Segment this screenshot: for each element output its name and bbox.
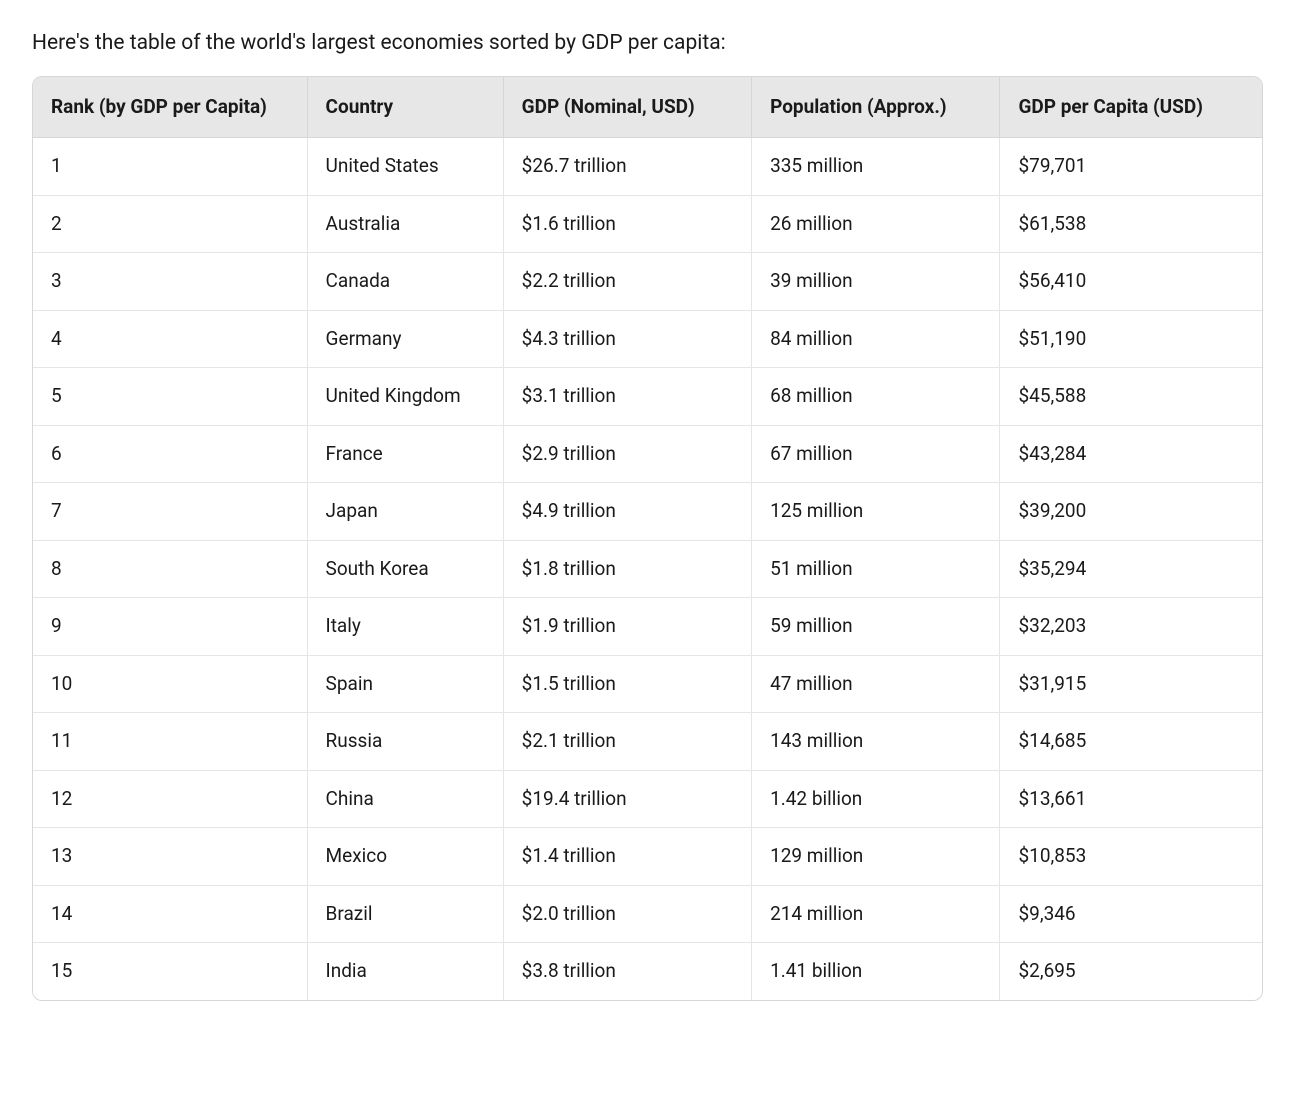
- cell-gdp: $3.8 trillion: [504, 943, 752, 1000]
- cell-country: South Korea: [308, 541, 504, 599]
- cell-rank: 11: [33, 713, 308, 771]
- cell-gdp: $3.1 trillion: [504, 368, 752, 426]
- table-row: 2Australia$1.6 trillion26 million$61,538: [33, 196, 1262, 254]
- col-header-population: Population (Approx.): [752, 77, 1000, 139]
- cell-rank: 9: [33, 598, 308, 656]
- cell-rank: 4: [33, 311, 308, 369]
- table-row: 10Spain$1.5 trillion47 million$31,915: [33, 656, 1262, 714]
- cell-population: 125 million: [752, 483, 1000, 541]
- cell-per-capita: $35,294: [1000, 541, 1262, 599]
- cell-rank: 5: [33, 368, 308, 426]
- cell-population: 51 million: [752, 541, 1000, 599]
- cell-population: 129 million: [752, 828, 1000, 886]
- cell-population: 59 million: [752, 598, 1000, 656]
- col-header-rank: Rank (by GDP per Capita): [33, 77, 308, 139]
- col-header-country: Country: [308, 77, 504, 139]
- cell-country: Spain: [308, 656, 504, 714]
- cell-population: 67 million: [752, 426, 1000, 484]
- cell-gdp: $1.8 trillion: [504, 541, 752, 599]
- cell-country: Australia: [308, 196, 504, 254]
- cell-rank: 6: [33, 426, 308, 484]
- gdp-per-capita-table: Rank (by GDP per Capita) Country GDP (No…: [32, 76, 1263, 1001]
- cell-gdp: $1.5 trillion: [504, 656, 752, 714]
- cell-population: 143 million: [752, 713, 1000, 771]
- cell-rank: 12: [33, 771, 308, 829]
- cell-per-capita: $31,915: [1000, 656, 1262, 714]
- cell-population: 39 million: [752, 253, 1000, 311]
- table-row: 8South Korea$1.8 trillion51 million$35,2…: [33, 541, 1262, 599]
- cell-population: 1.42 billion: [752, 771, 1000, 829]
- table-row: 3Canada$2.2 trillion39 million$56,410: [33, 253, 1262, 311]
- cell-population: 47 million: [752, 656, 1000, 714]
- cell-gdp: $2.0 trillion: [504, 886, 752, 944]
- table-row: 7Japan$4.9 trillion125 million$39,200: [33, 483, 1262, 541]
- cell-population: 84 million: [752, 311, 1000, 369]
- cell-gdp: $4.3 trillion: [504, 311, 752, 369]
- cell-population: 68 million: [752, 368, 1000, 426]
- table-header-row: Rank (by GDP per Capita) Country GDP (No…: [33, 77, 1262, 139]
- cell-per-capita: $45,588: [1000, 368, 1262, 426]
- table-row: 1United States$26.7 trillion335 million$…: [33, 138, 1262, 196]
- cell-population: 26 million: [752, 196, 1000, 254]
- cell-gdp: $2.1 trillion: [504, 713, 752, 771]
- cell-rank: 1: [33, 138, 308, 196]
- cell-country: United States: [308, 138, 504, 196]
- cell-rank: 13: [33, 828, 308, 886]
- cell-gdp: $26.7 trillion: [504, 138, 752, 196]
- cell-gdp: $2.2 trillion: [504, 253, 752, 311]
- cell-country: Russia: [308, 713, 504, 771]
- table-row: 11Russia$2.1 trillion143 million$14,685: [33, 713, 1262, 771]
- cell-gdp: $4.9 trillion: [504, 483, 752, 541]
- cell-per-capita: $43,284: [1000, 426, 1262, 484]
- cell-rank: 7: [33, 483, 308, 541]
- cell-per-capita: $51,190: [1000, 311, 1262, 369]
- cell-rank: 10: [33, 656, 308, 714]
- cell-population: 1.41 billion: [752, 943, 1000, 1000]
- cell-rank: 15: [33, 943, 308, 1000]
- table-row: 6France$2.9 trillion67 million$43,284: [33, 426, 1262, 484]
- table-row: 5United Kingdom$3.1 trillion68 million$4…: [33, 368, 1262, 426]
- table-body: 1United States$26.7 trillion335 million$…: [33, 138, 1262, 1000]
- cell-per-capita: $10,853: [1000, 828, 1262, 886]
- cell-gdp: $19.4 trillion: [504, 771, 752, 829]
- table-row: 15India$3.8 trillion1.41 billion$2,695: [33, 943, 1262, 1000]
- cell-country: Mexico: [308, 828, 504, 886]
- cell-country: Japan: [308, 483, 504, 541]
- cell-rank: 8: [33, 541, 308, 599]
- cell-country: China: [308, 771, 504, 829]
- cell-per-capita: $39,200: [1000, 483, 1262, 541]
- cell-country: Brazil: [308, 886, 504, 944]
- intro-text: Here's the table of the world's largest …: [32, 28, 1263, 60]
- col-header-per-capita: GDP per Capita (USD): [1000, 77, 1262, 139]
- cell-per-capita: $13,661: [1000, 771, 1262, 829]
- cell-gdp: $1.6 trillion: [504, 196, 752, 254]
- cell-country: United Kingdom: [308, 368, 504, 426]
- cell-per-capita: $56,410: [1000, 253, 1262, 311]
- cell-per-capita: $61,538: [1000, 196, 1262, 254]
- cell-per-capita: $14,685: [1000, 713, 1262, 771]
- cell-population: 335 million: [752, 138, 1000, 196]
- table-row: 12China$19.4 trillion1.42 billion$13,661: [33, 771, 1262, 829]
- cell-rank: 14: [33, 886, 308, 944]
- cell-per-capita: $79,701: [1000, 138, 1262, 196]
- table-row: 9Italy$1.9 trillion59 million$32,203: [33, 598, 1262, 656]
- cell-per-capita: $32,203: [1000, 598, 1262, 656]
- table-row: 4Germany$4.3 trillion84 million$51,190: [33, 311, 1262, 369]
- cell-rank: 2: [33, 196, 308, 254]
- cell-country: Canada: [308, 253, 504, 311]
- cell-gdp: $1.4 trillion: [504, 828, 752, 886]
- table-row: 13Mexico$1.4 trillion129 million$10,853: [33, 828, 1262, 886]
- cell-country: Italy: [308, 598, 504, 656]
- cell-gdp: $2.9 trillion: [504, 426, 752, 484]
- col-header-gdp: GDP (Nominal, USD): [504, 77, 752, 139]
- cell-population: 214 million: [752, 886, 1000, 944]
- cell-rank: 3: [33, 253, 308, 311]
- cell-country: Germany: [308, 311, 504, 369]
- cell-country: India: [308, 943, 504, 1000]
- cell-gdp: $1.9 trillion: [504, 598, 752, 656]
- cell-country: France: [308, 426, 504, 484]
- cell-per-capita: $9,346: [1000, 886, 1262, 944]
- table-row: 14Brazil$2.0 trillion214 million$9,346: [33, 886, 1262, 944]
- cell-per-capita: $2,695: [1000, 943, 1262, 1000]
